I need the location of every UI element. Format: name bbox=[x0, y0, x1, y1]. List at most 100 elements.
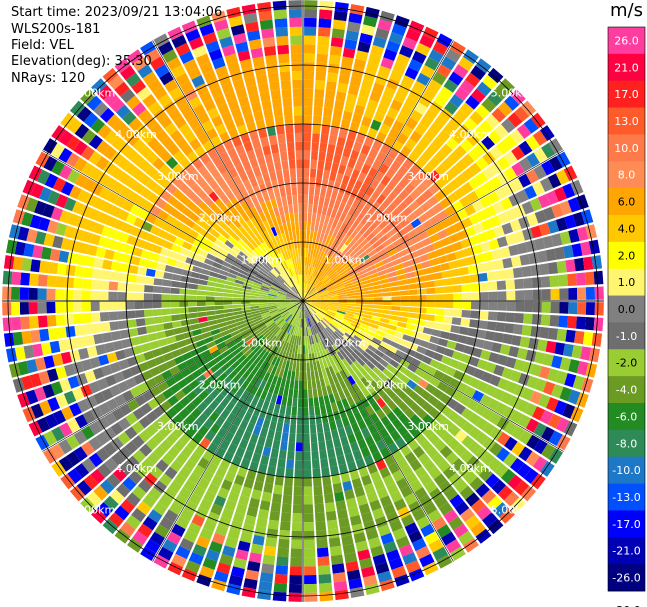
velocity-gate bbox=[251, 102, 262, 113]
velocity-gate bbox=[209, 423, 221, 435]
velocity-gate bbox=[353, 232, 362, 242]
velocity-gate bbox=[530, 112, 546, 129]
velocity-gate bbox=[223, 288, 233, 294]
velocity-gate bbox=[406, 212, 418, 223]
velocity-gate bbox=[275, 328, 283, 337]
velocity-gate bbox=[493, 84, 509, 100]
velocity-gate bbox=[173, 494, 188, 508]
velocity-gate bbox=[381, 282, 391, 289]
velocity-gate bbox=[418, 361, 429, 372]
velocity-gate bbox=[63, 390, 77, 405]
velocity-gate bbox=[294, 257, 298, 267]
velocity-gate bbox=[476, 81, 492, 97]
velocity-gate bbox=[334, 342, 342, 351]
velocity-gate bbox=[193, 334, 204, 342]
velocity-gate bbox=[34, 200, 47, 216]
velocity-gate bbox=[111, 407, 125, 421]
velocity-gate bbox=[356, 357, 366, 367]
velocity-gate bbox=[307, 308, 313, 317]
velocity-gate bbox=[304, 309, 306, 319]
velocity-gate bbox=[521, 325, 532, 337]
velocity-gate bbox=[374, 420, 385, 431]
velocity-gate bbox=[257, 435, 266, 447]
velocity-gate bbox=[357, 438, 368, 450]
velocity-gate bbox=[588, 347, 600, 363]
velocity-gate bbox=[242, 430, 252, 442]
velocity-gate bbox=[428, 49, 444, 63]
velocity-gate bbox=[241, 309, 251, 314]
range-ring-label: 5.00km bbox=[74, 504, 116, 517]
velocity-gate bbox=[200, 349, 211, 359]
velocity-gate bbox=[421, 401, 434, 413]
velocity-gate bbox=[318, 27, 331, 37]
velocity-gate bbox=[303, 298, 312, 301]
velocity-gate bbox=[288, 583, 302, 593]
velocity-gate bbox=[378, 358, 389, 368]
velocity-gate bbox=[223, 297, 233, 301]
velocity-gate bbox=[331, 162, 340, 173]
velocity-gate bbox=[342, 110, 353, 122]
velocity-gate bbox=[540, 410, 554, 425]
velocity-gate bbox=[289, 258, 294, 268]
velocity-gate bbox=[331, 218, 339, 229]
velocity-gate bbox=[464, 204, 477, 216]
velocity-gate bbox=[555, 370, 568, 385]
velocity-gate bbox=[192, 125, 205, 138]
velocity-gate bbox=[285, 324, 291, 333]
velocity-gate bbox=[21, 330, 32, 345]
velocity-gate bbox=[304, 318, 307, 328]
velocity-gate bbox=[461, 217, 473, 229]
velocity-gate bbox=[69, 240, 81, 253]
velocity-gate bbox=[461, 153, 475, 167]
velocity-gate bbox=[287, 150, 295, 161]
velocity-gate bbox=[291, 522, 303, 532]
velocity-gate bbox=[267, 238, 275, 248]
velocity-gate bbox=[476, 329, 487, 339]
velocity-gate bbox=[149, 225, 161, 236]
velocity-gate bbox=[378, 321, 389, 328]
velocity-gate bbox=[292, 326, 296, 336]
range-ring-label: 3.00km bbox=[407, 420, 449, 433]
velocity-gate bbox=[239, 419, 249, 431]
velocity-gate bbox=[321, 318, 330, 326]
velocity-gate bbox=[368, 53, 382, 65]
velocity-gate bbox=[242, 160, 252, 172]
velocity-gate bbox=[51, 160, 65, 176]
velocity-gate bbox=[460, 318, 471, 327]
velocity-gate bbox=[287, 441, 295, 452]
velocity-gate bbox=[425, 383, 437, 395]
velocity-gate bbox=[347, 298, 357, 301]
velocity-gate bbox=[293, 353, 298, 363]
velocity-gate bbox=[280, 285, 289, 292]
velocity-gate bbox=[496, 280, 507, 290]
velocity-gate bbox=[521, 387, 534, 401]
colorbar-frame bbox=[607, 26, 646, 592]
velocity-gate bbox=[173, 327, 184, 335]
velocity-gate bbox=[298, 309, 302, 319]
velocity-gate bbox=[370, 253, 380, 261]
velocity-gate bbox=[308, 257, 312, 267]
velocity-gate bbox=[297, 345, 301, 354]
velocity-gate bbox=[234, 116, 245, 128]
velocity-gate bbox=[231, 245, 241, 254]
velocity-gate bbox=[297, 186, 303, 195]
velocity-gate bbox=[327, 347, 334, 357]
velocity-gate bbox=[289, 168, 296, 178]
velocity-gate bbox=[318, 369, 324, 379]
velocity-gate bbox=[405, 28, 421, 42]
velocity-gate bbox=[252, 282, 262, 288]
velocity-gate bbox=[115, 349, 126, 361]
velocity-gate bbox=[219, 439, 231, 451]
velocity-gate bbox=[283, 332, 289, 342]
velocity-gate bbox=[217, 220, 228, 230]
velocity-gate bbox=[192, 544, 207, 557]
velocity-gate bbox=[258, 270, 268, 277]
velocity-gate bbox=[215, 65, 229, 78]
velocity-gate bbox=[58, 456, 74, 472]
velocity-gate bbox=[426, 446, 439, 459]
velocity-gate bbox=[474, 186, 487, 199]
velocity-gate bbox=[224, 257, 234, 265]
velocity-gate bbox=[335, 283, 345, 289]
velocity-gate bbox=[511, 145, 526, 161]
velocity-gate bbox=[419, 115, 433, 129]
